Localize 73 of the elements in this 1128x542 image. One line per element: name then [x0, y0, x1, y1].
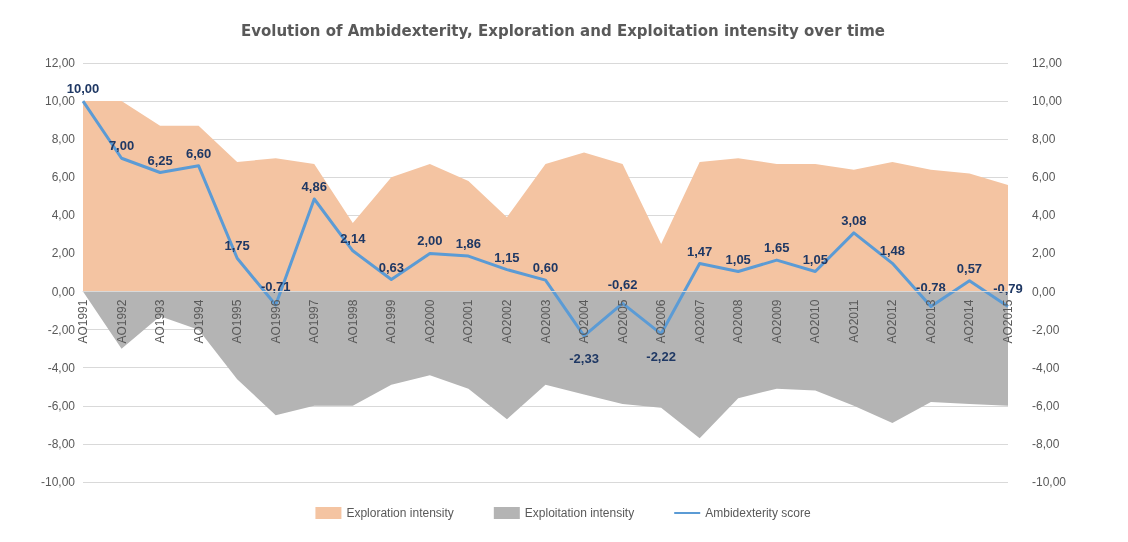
data-label: 1,48	[879, 243, 906, 259]
data-label: 0,63	[378, 259, 404, 275]
y-tick-label: 2,00	[51, 246, 76, 261]
data-label: 10,00	[66, 81, 100, 97]
data-label: -0,62	[607, 277, 638, 293]
x-tick-label: AO2003	[538, 299, 553, 344]
y2-tick-label: 6,00	[1032, 170, 1056, 185]
y-tick-label: 10,00	[44, 94, 76, 109]
data-label: 6,60	[185, 145, 212, 161]
data-label: 0,57	[956, 260, 983, 276]
x-tick-label: AO1998	[345, 299, 360, 344]
x-tick-label: AO1993	[153, 299, 168, 344]
y-tick-label: 0,00	[51, 284, 76, 299]
legend-label: Ambidexterity score	[705, 506, 811, 520]
y2-tick-label: -6,00	[1032, 398, 1060, 413]
data-label: 2,00	[417, 233, 443, 249]
x-tick-label: AO2007	[692, 299, 707, 344]
y-tick-label: 6,00	[51, 170, 76, 185]
data-label: 1,47	[687, 243, 713, 259]
data-label: -2,22	[646, 348, 676, 364]
data-label: 1,05	[725, 251, 751, 267]
data-label: -0,79	[993, 280, 1023, 296]
x-tick-label: AO2014	[962, 299, 977, 344]
y-tick-label: 12,00	[44, 56, 76, 70]
data-label: 1,05	[802, 251, 828, 267]
y-tick-label: 4,00	[51, 208, 76, 223]
x-tick-label: AO2002	[499, 299, 514, 344]
data-label: -2,33	[569, 350, 599, 366]
chart-title: Evolution of Ambidexterity, Exploration and Exploitation intensity over time	[240, 21, 886, 40]
y-tick-label: -2,00	[47, 322, 76, 337]
y-tick-label: 8,00	[51, 132, 76, 147]
x-tick-label: AO2012	[885, 299, 900, 344]
y2-tick-label: -8,00	[1032, 436, 1060, 451]
data-label: 1,65	[764, 240, 790, 256]
x-tick-label: AO1991	[76, 299, 90, 344]
y2-tick-label: 12,00	[1032, 56, 1063, 70]
x-tick-label: AO1995	[230, 299, 245, 344]
data-label: 1,15	[494, 249, 520, 265]
x-tick-label: AO2004	[577, 299, 592, 344]
data-label: 0,60	[532, 260, 559, 276]
legend-label: Exploration intensity	[346, 506, 454, 520]
y-tick-label: -4,00	[47, 360, 76, 375]
y2-tick-label: 8,00	[1032, 132, 1056, 147]
x-tick-label: AO2008	[731, 299, 746, 344]
data-label: 1,86	[455, 236, 482, 252]
x-tick-label: AO2009	[769, 299, 784, 344]
x-tick-label: AO2006	[654, 299, 669, 344]
y-tick-label: -10,00	[40, 475, 76, 489]
x-tick-label: AO2011	[846, 299, 861, 343]
data-label: 3,08	[841, 212, 867, 228]
legend-label: Exploitation intensity	[524, 506, 635, 520]
x-tick-label: AO1999	[384, 299, 399, 344]
x-tick-label: AO1992	[114, 299, 129, 344]
y2-tick-label: -4,00	[1032, 360, 1060, 375]
y-tick-label: -6,00	[47, 398, 76, 413]
x-tick-label: AO1997	[307, 299, 322, 344]
data-label: 6,25	[147, 152, 173, 168]
y2-tick-label: 4,00	[1032, 208, 1056, 223]
y2-tick-label: 2,00	[1032, 246, 1056, 261]
x-tick-label: AO2000	[422, 299, 437, 344]
x-tick-label: AO2015	[1001, 299, 1015, 344]
x-tick-label: AO2010	[808, 299, 823, 344]
y2-tick-label: 10,00	[1032, 94, 1063, 109]
data-label: 4,86	[301, 178, 327, 194]
x-tick-label: AO2001	[461, 299, 476, 344]
x-tick-label: AO2005	[615, 299, 630, 344]
y2-tick-label: 0,00	[1032, 284, 1056, 299]
x-tick-label: AO1996	[268, 299, 283, 344]
x-tick-label: AO2013	[923, 299, 938, 344]
y2-tick-label: -2,00	[1032, 322, 1060, 337]
x-tick-label: AO1994	[191, 299, 206, 344]
y-tick-label: -8,00	[47, 436, 76, 451]
y2-tick-label: -10,00	[1032, 475, 1067, 489]
